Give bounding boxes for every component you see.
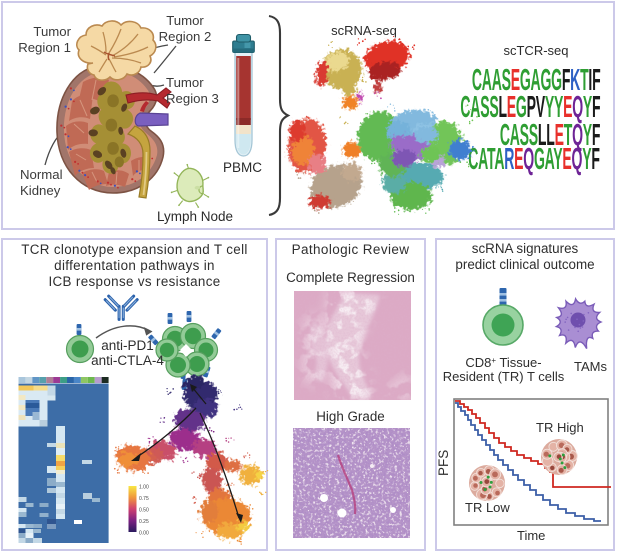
svg-text:0.75: 0.75 [139, 496, 149, 502]
svg-text:0.25: 0.25 [139, 519, 149, 525]
svg-text:0.50: 0.50 [139, 508, 149, 514]
svg-text:0.00: 0.00 [139, 531, 149, 537]
svg-text:1.00: 1.00 [139, 485, 149, 491]
